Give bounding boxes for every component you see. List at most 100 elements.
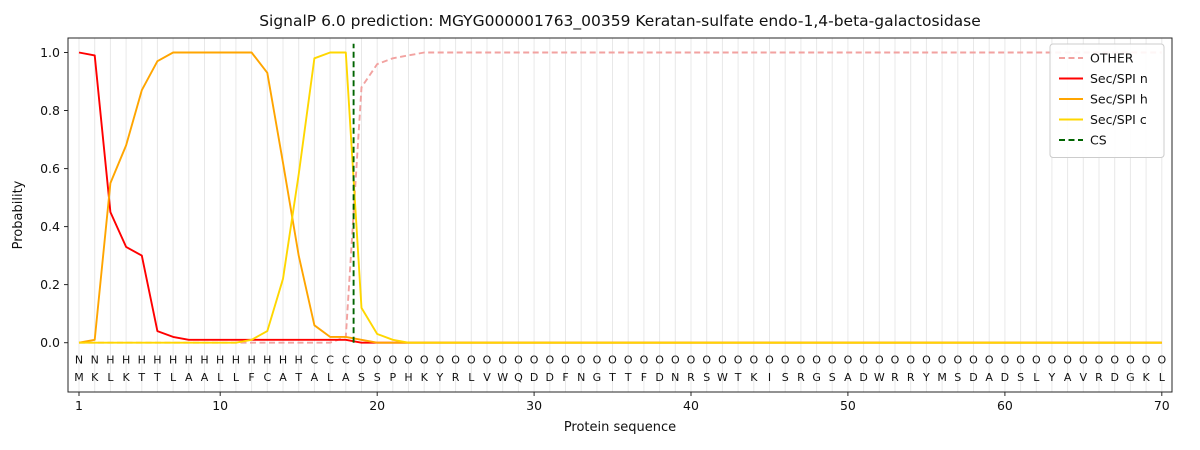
residue-letter: C (263, 371, 271, 384)
legend-box (1049, 43, 1165, 158)
region-label: O (797, 354, 806, 367)
residue-letter: A (985, 371, 993, 384)
region-label: O (530, 354, 539, 367)
region-label: H (185, 354, 193, 367)
y-tick-label: 0.6 (40, 161, 60, 176)
residue-letter: A (201, 371, 209, 384)
residue-letter: T (624, 371, 632, 384)
region-label: C (311, 354, 319, 367)
residue-letter: S (829, 371, 836, 384)
residue-letter: D (1110, 371, 1118, 384)
residue-letter: S (954, 371, 961, 384)
residue-letter: S (374, 371, 381, 384)
x-tick-label: 1 (75, 398, 83, 413)
x-tick-label: 40 (683, 398, 699, 413)
region-label: O (1157, 354, 1166, 367)
region-label: O (875, 354, 884, 367)
residue-letter: Q (514, 371, 523, 384)
plot-border (67, 37, 1173, 393)
y-tick-label: 1.0 (40, 45, 60, 60)
region-label: H (247, 354, 255, 367)
region-label: N (91, 354, 99, 367)
residue-letter: D (1001, 371, 1009, 384)
region-label: O (671, 354, 680, 367)
residue-letter: A (311, 371, 319, 384)
region-label: O (1110, 354, 1119, 367)
x-tick-label: 60 (997, 398, 1013, 413)
region-label: H (295, 354, 303, 367)
region-label: H (200, 354, 208, 367)
residue-letter: V (483, 371, 491, 384)
region-label: O (1095, 354, 1104, 367)
region-label: O (1001, 354, 1010, 367)
region-label: O (1142, 354, 1151, 367)
x-tick-label: 30 (526, 398, 542, 413)
residue-letter: L (1159, 371, 1166, 384)
residue-letter: R (1095, 371, 1103, 384)
region-label: O (655, 354, 664, 367)
region-label: O (985, 354, 994, 367)
residue-letter: A (279, 371, 287, 384)
region-label: O (859, 354, 868, 367)
residue-letter: N (671, 371, 679, 384)
region-label: H (122, 354, 130, 367)
region-label: O (969, 354, 978, 367)
region-label: O (906, 354, 915, 367)
residue-letter: F (562, 371, 568, 384)
region-label: O (702, 354, 711, 367)
residue-letter: M (74, 371, 84, 384)
region-label: O (687, 354, 696, 367)
region-label: O (1032, 354, 1041, 367)
residue-letter: R (907, 371, 915, 384)
residue-letter: T (153, 371, 161, 384)
x-axis-label: Protein sequence (564, 420, 676, 435)
residue-letter: D (530, 371, 538, 384)
residue-letter: R (452, 371, 460, 384)
y-tick-label: 0.4 (40, 219, 60, 234)
residue-letter: T (294, 371, 302, 384)
residue-letter: Y (436, 371, 444, 384)
residue-letter: W (717, 371, 728, 384)
x-tick-label: 10 (212, 398, 228, 413)
residue-letter: R (797, 371, 805, 384)
residue-letter: W (874, 371, 885, 384)
region-label: O (953, 354, 962, 367)
x-tick-label: 70 (1154, 398, 1170, 413)
chart-layer: 1 10 20 30 40 50 60 700.00.20.40.60.81.0NMNKHLH… (40, 37, 1173, 413)
residue-letter: D (655, 371, 663, 384)
region-label: O (545, 354, 554, 367)
region-label: O (938, 354, 947, 367)
residue-letter: D (546, 371, 554, 384)
residue-letter: W (497, 371, 508, 384)
residue-letter: T (137, 371, 145, 384)
region-label: O (467, 354, 476, 367)
region-label: O (451, 354, 460, 367)
region-label: O (420, 354, 429, 367)
y-tick-label: 0.8 (40, 103, 60, 118)
region-label: O (373, 354, 382, 367)
residue-letter: T (734, 371, 742, 384)
region-label: O (624, 354, 633, 367)
region-label: O (812, 354, 821, 367)
legend-label: Sec/SPI c (1090, 112, 1147, 127)
region-label: O (1016, 354, 1025, 367)
residue-letter: K (122, 371, 130, 384)
residue-letter: S (703, 371, 710, 384)
x-tick-label: 20 (369, 398, 385, 413)
region-label: H (216, 354, 224, 367)
legend-label: Sec/SPI n (1090, 71, 1148, 86)
residue-letter: A (185, 371, 193, 384)
series-line-sec-spi-h (78, 51, 1162, 344)
region-label: O (734, 354, 743, 367)
y-tick-label: 0.0 (40, 335, 60, 350)
residue-letter: K (1142, 371, 1150, 384)
residue-letter: L (468, 371, 475, 384)
region-label: H (279, 354, 287, 367)
residue-letter: N (577, 371, 585, 384)
residue-letter: L (233, 371, 240, 384)
region-label: O (749, 354, 758, 367)
residue-letter: L (1033, 371, 1040, 384)
residue-letter: P (389, 371, 396, 384)
residue-letter: Y (922, 371, 930, 384)
